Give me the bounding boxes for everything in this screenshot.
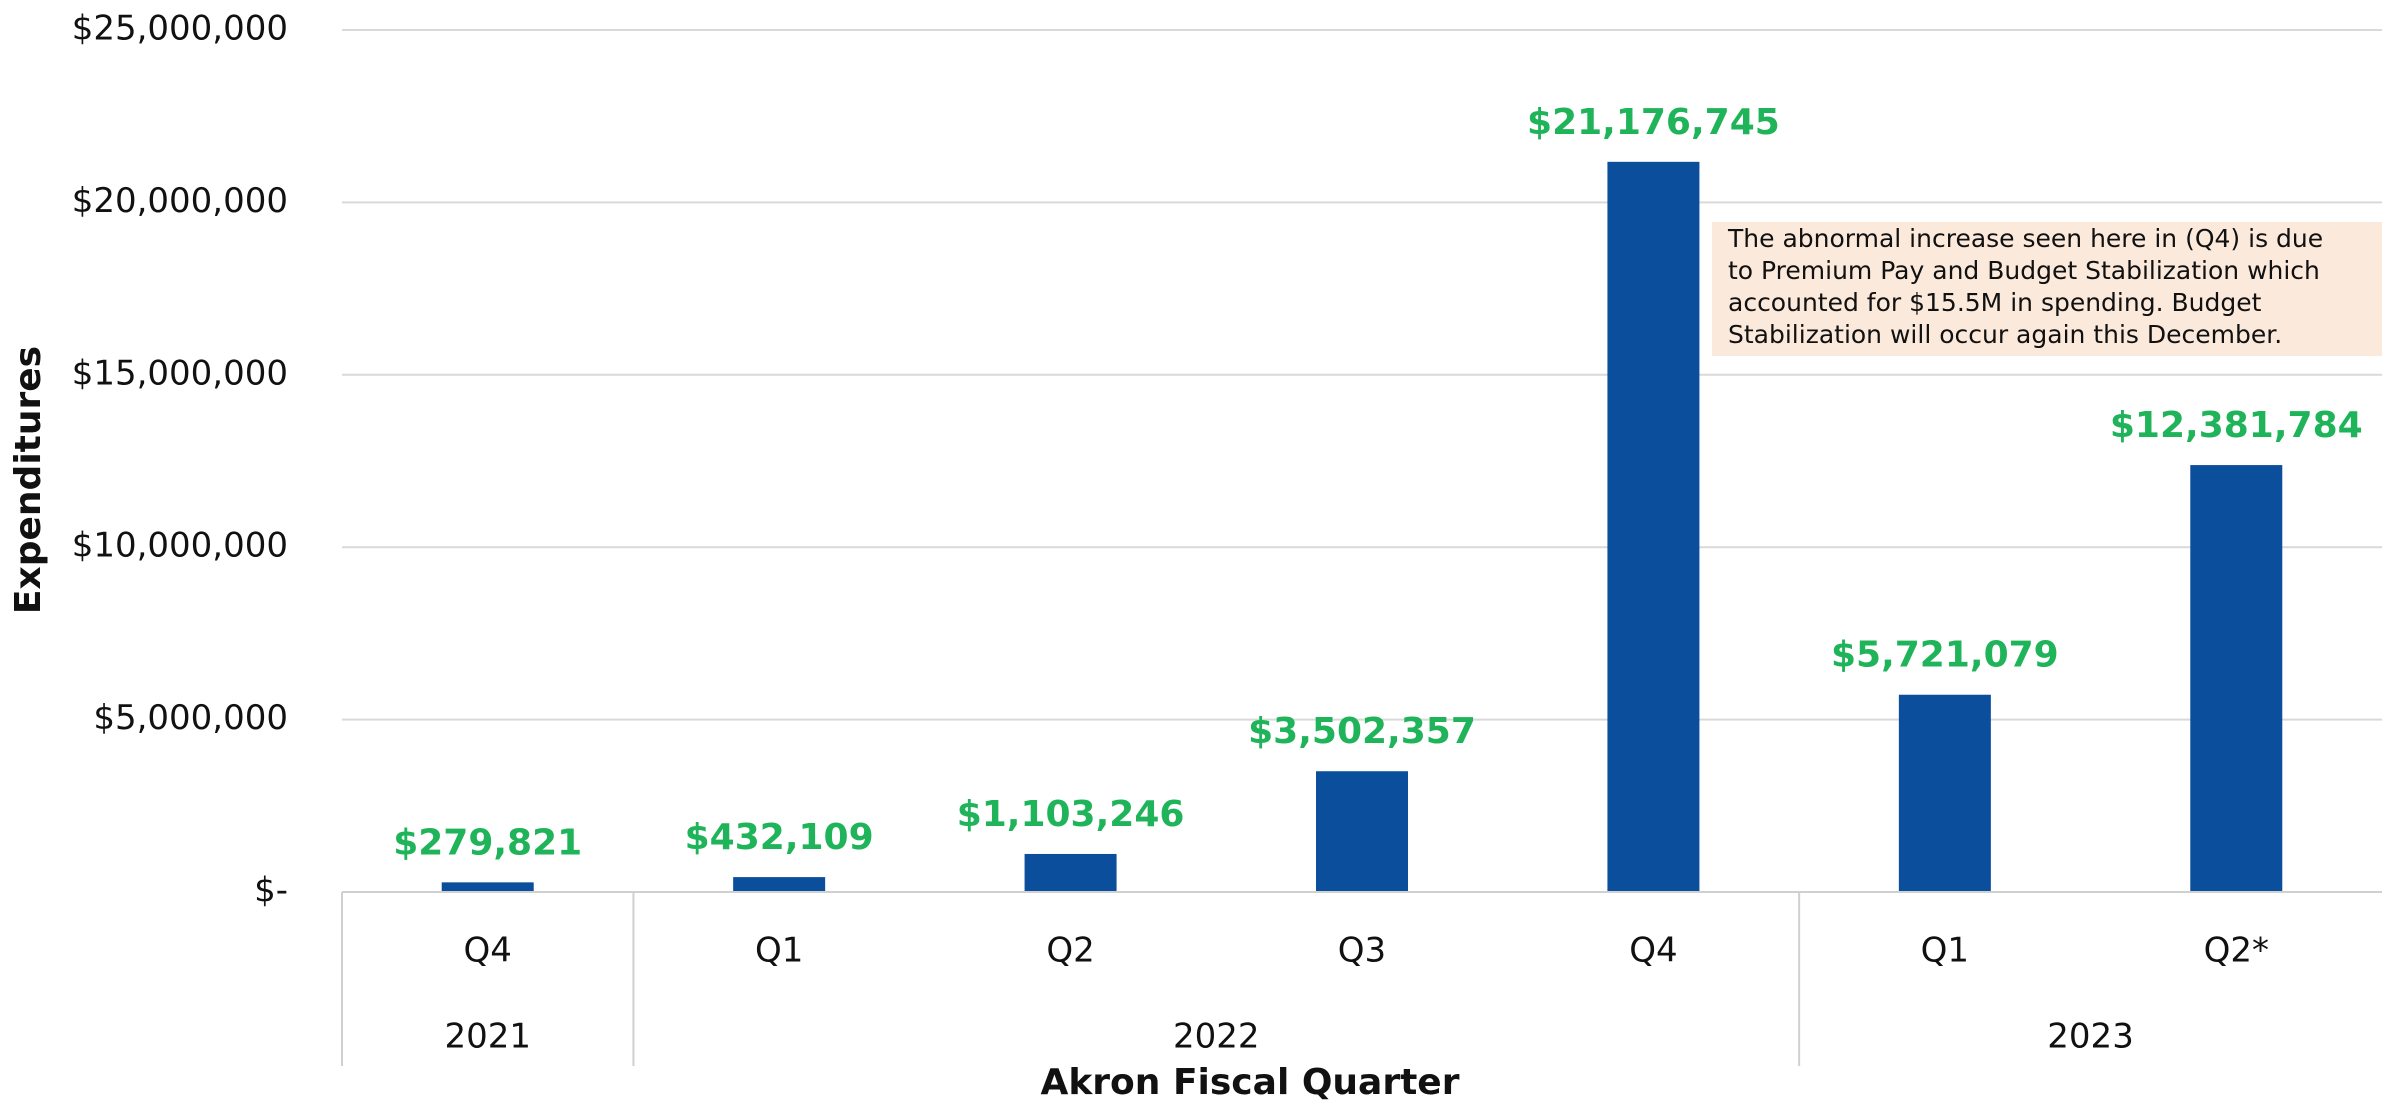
- group-label: 2023: [2047, 1017, 2134, 1057]
- data-label: $12,381,784: [2110, 405, 2363, 446]
- x-tick-label: Q1: [755, 931, 803, 971]
- y-axis-title: Expenditures: [8, 346, 49, 614]
- bar: [1024, 853, 1117, 892]
- x-tick-label: Q3: [1338, 931, 1386, 971]
- x-tick-label: Q1: [1921, 931, 1969, 971]
- x-tick-label: Q4: [464, 931, 512, 971]
- x-tick-label: Q2: [1046, 931, 1094, 971]
- data-label: $1,103,246: [957, 794, 1185, 835]
- data-label: $279,821: [393, 822, 582, 863]
- y-tick-label: $20,000,000: [72, 181, 288, 221]
- data-label: $3,502,357: [1248, 711, 1476, 752]
- data-label: $21,176,745: [1527, 102, 1780, 143]
- bar: [1898, 694, 1991, 892]
- bar: [1607, 161, 1700, 893]
- group-label: 2022: [1173, 1017, 1260, 1057]
- data-label: $432,109: [685, 817, 874, 858]
- bar: [2190, 465, 2283, 892]
- y-tick-label: $10,000,000: [72, 526, 288, 566]
- group-label: 2021: [444, 1017, 531, 1057]
- x-axis-title: Akron Fiscal Quarter: [1041, 1062, 1460, 1103]
- bar: [733, 877, 826, 892]
- x-tick-label: Q2*: [2204, 931, 2269, 971]
- annotation-text: to Premium Pay and Budget Stabilization …: [1728, 256, 2320, 285]
- bar: [1316, 771, 1408, 892]
- data-label: $5,721,079: [1831, 635, 2059, 676]
- annotation-text: accounted for $15.5M in spending. Budget: [1728, 288, 2262, 317]
- annotation-box: [1712, 222, 2382, 356]
- bar: [441, 882, 534, 892]
- x-tick-label: Q4: [1629, 931, 1677, 971]
- y-tick-label: $5,000,000: [93, 698, 288, 738]
- annotation-text: The abnormal increase seen here in (Q4) …: [1727, 224, 2323, 253]
- annotation-text: Stabilization will occur again this Dece…: [1728, 320, 2282, 349]
- y-tick-label: $15,000,000: [72, 353, 288, 393]
- y-tick-label: $-: [254, 871, 288, 911]
- y-tick-label: $25,000,000: [72, 9, 288, 49]
